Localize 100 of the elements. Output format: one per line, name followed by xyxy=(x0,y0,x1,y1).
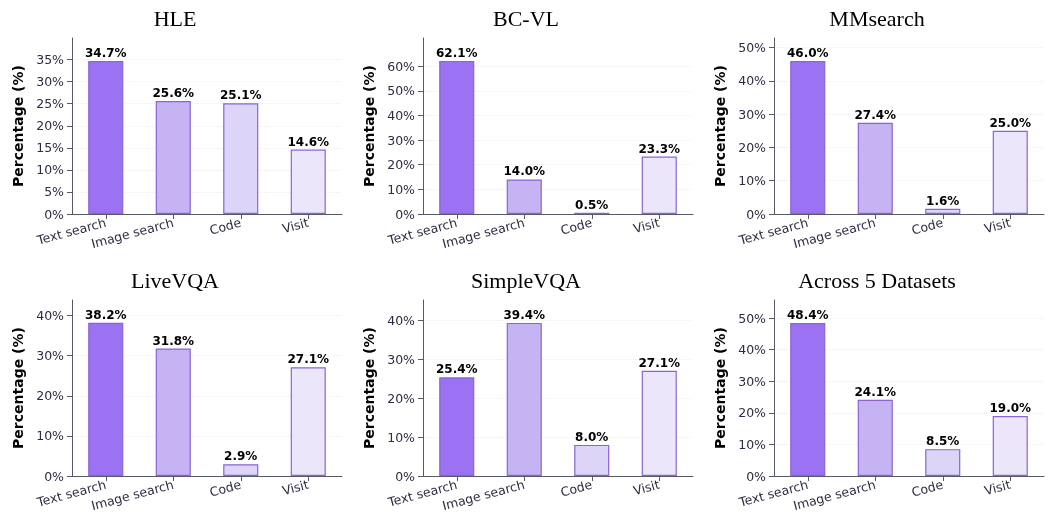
y-axis-title: Percentage (%) xyxy=(361,65,378,187)
chart-title: BC-VL xyxy=(493,5,559,31)
bar xyxy=(88,60,124,214)
bar xyxy=(290,149,326,214)
y-tick-label: 10% xyxy=(387,181,416,197)
y-tick-label: 20% xyxy=(36,118,65,134)
data-label: 25.4% xyxy=(435,362,478,377)
bar xyxy=(925,449,961,476)
y-tick-label: 40% xyxy=(738,342,767,358)
y-axis-title: Percentage (%) xyxy=(712,65,729,187)
data-label: 25.0% xyxy=(989,115,1032,130)
y-tick-label: 30% xyxy=(387,132,416,148)
y-tick-label: 40% xyxy=(387,107,416,123)
chart-title: HLE xyxy=(153,5,197,31)
bar xyxy=(790,323,826,476)
y-axis-title: Percentage (%) xyxy=(361,327,378,449)
data-label: 25.1% xyxy=(219,88,262,103)
y-tick-label: 20% xyxy=(738,405,767,421)
data-label: 1.6% xyxy=(926,193,960,208)
data-label: 19.0% xyxy=(989,400,1032,415)
y-axis-title: Percentage (%) xyxy=(10,327,27,449)
chart-title: Across 5 Datasets xyxy=(798,267,956,293)
x-tick-label: Code xyxy=(207,476,243,500)
data-label: 27.4% xyxy=(854,107,897,122)
y-tick-label: 30% xyxy=(36,74,65,90)
data-label: 14.6% xyxy=(287,134,330,149)
x-tick-label: Code xyxy=(558,214,594,238)
x-tick-label: Visit xyxy=(631,476,662,499)
y-tick-label: 30% xyxy=(738,106,767,122)
bar xyxy=(155,101,191,214)
bar xyxy=(290,367,326,476)
y-tick-label: 10% xyxy=(738,173,767,189)
x-tick-label: Code xyxy=(909,476,945,500)
data-label: 38.2% xyxy=(84,307,127,322)
bar xyxy=(857,122,893,214)
y-tick-label: 10% xyxy=(738,436,767,452)
bar xyxy=(641,156,677,214)
bar xyxy=(506,179,542,214)
bar xyxy=(506,322,542,476)
y-tick-label: 20% xyxy=(387,390,416,406)
y-tick-label: 20% xyxy=(738,139,767,155)
y-tick-label: 20% xyxy=(387,157,416,173)
y-tick-label: 10% xyxy=(36,162,65,178)
y-tick-label: 50% xyxy=(387,83,416,99)
data-label: 48.4% xyxy=(786,308,829,323)
bar xyxy=(439,60,475,214)
data-label: 2.9% xyxy=(224,449,258,464)
data-label: 31.8% xyxy=(152,333,195,348)
y-tick-label: 15% xyxy=(36,140,65,156)
y-tick-label: 30% xyxy=(36,348,65,364)
chart-title: SimpleVQA xyxy=(471,267,582,293)
y-tick-label: 10% xyxy=(36,428,65,444)
data-label: 23.3% xyxy=(638,141,681,156)
bar xyxy=(439,377,475,476)
data-label: 27.1% xyxy=(638,355,681,370)
y-tick-label: 0% xyxy=(44,206,65,222)
data-label: 8.0% xyxy=(575,429,609,444)
chart-title: MMsearch xyxy=(829,5,925,31)
y-tick-label: 0% xyxy=(746,206,767,222)
bar xyxy=(641,370,677,476)
y-axis-title: Percentage (%) xyxy=(10,65,27,187)
bar xyxy=(992,415,1028,476)
y-tick-label: 5% xyxy=(44,184,65,200)
x-tick-label: Code xyxy=(207,214,243,238)
y-tick-label: 25% xyxy=(36,96,65,112)
data-label: 62.1% xyxy=(435,45,478,60)
y-tick-label: 0% xyxy=(746,468,767,484)
data-label: 24.1% xyxy=(854,384,897,399)
data-label: 34.7% xyxy=(84,45,127,60)
x-tick-label: Code xyxy=(558,476,594,500)
data-label: 46.0% xyxy=(786,45,829,60)
x-tick-label: Visit xyxy=(982,214,1013,237)
y-tick-label: 0% xyxy=(44,468,65,484)
y-tick-label: 50% xyxy=(738,40,767,56)
data-label: 39.4% xyxy=(503,307,546,322)
y-tick-label: 30% xyxy=(387,351,416,367)
data-label: 14.0% xyxy=(503,164,546,179)
x-tick-label: Code xyxy=(909,214,945,238)
bar xyxy=(223,464,259,476)
bar xyxy=(223,103,259,214)
y-tick-label: 0% xyxy=(395,468,416,484)
bar xyxy=(925,208,961,214)
y-tick-label: 30% xyxy=(738,373,767,389)
x-tick-label: Visit xyxy=(280,476,311,499)
bar xyxy=(992,130,1028,214)
bar xyxy=(574,444,610,476)
bar xyxy=(857,399,893,476)
y-tick-label: 40% xyxy=(36,308,65,324)
data-label: 8.5% xyxy=(926,434,960,449)
y-tick-label: 0% xyxy=(395,206,416,222)
y-tick-label: 40% xyxy=(738,73,767,89)
data-label: 0.5% xyxy=(575,197,609,212)
data-label: 27.1% xyxy=(287,352,330,367)
y-tick-label: 10% xyxy=(387,429,416,445)
y-tick-label: 35% xyxy=(36,52,65,68)
y-tick-label: 20% xyxy=(36,388,65,404)
bar xyxy=(155,348,191,476)
x-tick-label: Visit xyxy=(631,214,662,237)
y-tick-label: 60% xyxy=(387,58,416,74)
x-tick-label: Visit xyxy=(982,476,1013,499)
